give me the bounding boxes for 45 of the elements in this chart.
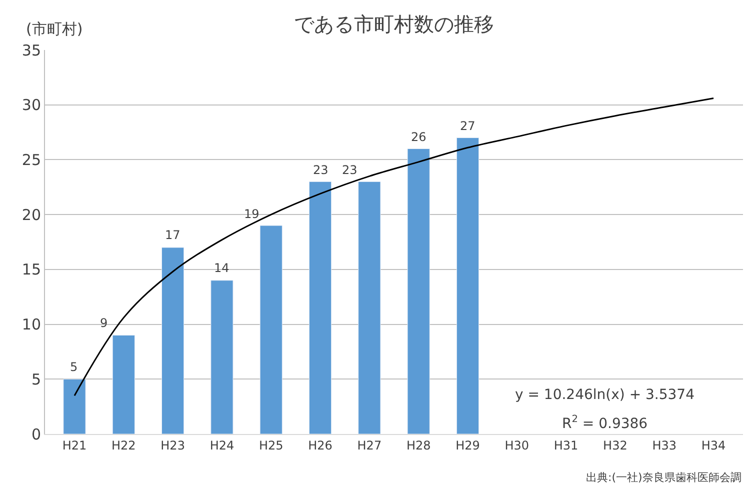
x-tick-label: H24 <box>210 438 234 452</box>
chart-title: である市町村数の推移 <box>294 12 494 36</box>
annotation: R$^{2}$ = 0.9386 <box>562 414 648 432</box>
x-tick-label: H31 <box>554 438 578 452</box>
y-tick-label: 35 <box>22 41 41 60</box>
bar <box>210 280 234 434</box>
data-label: 23 <box>342 163 358 177</box>
x-tick-label: H29 <box>456 438 480 452</box>
x-tick-label: H25 <box>258 438 284 452</box>
bar <box>63 378 86 434</box>
y-tick-label: 10 <box>22 316 41 334</box>
bar <box>358 181 381 434</box>
y-tick-label: 25 <box>22 150 41 169</box>
data-label: 9 <box>100 316 108 330</box>
y-tick-label: 0 <box>31 425 41 444</box>
data-label: 14 <box>214 261 230 275</box>
x-tick-label: H32 <box>603 438 628 452</box>
x-tick-label: H23 <box>160 438 185 452</box>
x-tick-label: H26 <box>308 438 332 452</box>
y-tick-label: 5 <box>31 370 41 388</box>
annotation: y = 10.246ln(x) + 3.5374 <box>515 387 695 403</box>
bar <box>260 225 282 434</box>
y-axis-title: (市町村) <box>26 20 83 38</box>
data-label: 17 <box>165 228 180 242</box>
x-tick-label: H27 <box>357 438 382 452</box>
x-tick-label: H28 <box>406 438 431 452</box>
x-tick-label: H30 <box>504 438 530 452</box>
bar <box>456 138 480 434</box>
bar <box>161 247 184 434</box>
data-label: 5 <box>70 360 78 374</box>
x-tick-label: H21 <box>62 438 87 452</box>
x-tick-label: H33 <box>652 438 676 452</box>
bar <box>407 148 430 434</box>
bar <box>112 335 135 434</box>
data-label: 23 <box>313 163 328 177</box>
x-tick-label: H34 <box>701 438 726 452</box>
y-tick-label: 20 <box>22 206 41 224</box>
source-note: 出典:(一社)奈良県歯科医師会調 <box>586 471 742 484</box>
y-tick-label: 15 <box>22 260 41 279</box>
data-label: 19 <box>244 207 260 221</box>
x-tick-label: H22 <box>112 438 136 452</box>
data-label: 27 <box>460 119 476 133</box>
data-label: 26 <box>411 130 426 144</box>
y-tick-label: 30 <box>22 96 41 114</box>
bar <box>308 181 332 434</box>
